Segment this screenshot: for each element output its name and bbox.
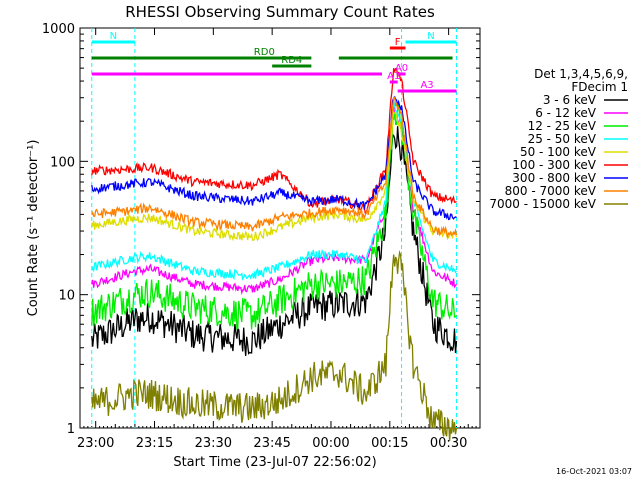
flag-label-1: N: [427, 31, 434, 42]
x-tick-label-0: 23:00: [77, 436, 114, 451]
legend-label-4: 50 - 100 keV: [520, 145, 597, 159]
series-line-6: [91, 95, 457, 221]
legend-label-8: 7000 - 15000 keV: [489, 197, 596, 211]
y-axis-label: Count Rate (s⁻¹ detector⁻¹): [26, 140, 41, 317]
x-tick-label-5: 00:15: [371, 436, 408, 451]
series-line-5: [91, 67, 457, 214]
flag-label-0: N: [110, 31, 117, 42]
legend-label-7: 800 - 7000 keV: [505, 184, 597, 198]
x-tick-label-1: 23:15: [136, 436, 173, 451]
y-tick-label-0: 1: [67, 422, 75, 437]
series-line-7: [91, 96, 458, 238]
x-axis-ticks: 23:00 23:15 23:30 23:45 00:00 00:15 00:30: [77, 28, 481, 451]
flag-label-6: F: [395, 37, 401, 48]
series-line-0: [91, 126, 458, 356]
x-tick-label-3: 23:45: [253, 436, 290, 451]
legend-header-1: Det 1,3,4,5,6,9,: [534, 67, 628, 81]
legend-label-3: 25 - 50 keV: [528, 132, 597, 146]
y-tick-label-1: 10: [58, 289, 75, 304]
chart-title: RHESSI Observing Summary Count Rates: [125, 3, 435, 21]
legend-label-6: 300 - 800 keV: [512, 171, 596, 185]
flag-label-4: RD4: [281, 55, 302, 66]
flag-label-10: A3: [420, 80, 433, 91]
flag-label-8: A0: [395, 63, 408, 74]
timestamp-label: 16-Oct-2021 03:07: [556, 467, 632, 476]
x-tick-label-2: 23:30: [195, 436, 232, 451]
flag-label-9: A1: [387, 71, 400, 82]
series-line-8: [91, 250, 458, 441]
y-tick-label-2: 100: [50, 155, 75, 170]
x-tick-label-4: 00:00: [312, 436, 349, 451]
y-tick-label-3: 1000: [42, 22, 75, 37]
y-axis-ticks: 1 10 100 1000: [42, 22, 480, 437]
vertical-markers: [91, 28, 457, 428]
x-axis-label: Start Time (23-Jul-07 22:56:02): [173, 455, 376, 470]
legend-label-0: 3 - 6 keV: [543, 93, 597, 107]
legend-label-2: 12 - 25 keV: [528, 119, 597, 133]
legend-header-2: FDecim 1: [571, 80, 628, 94]
y-axis-label-group: Count Rate (s⁻¹ detector⁻¹): [26, 140, 41, 317]
series-line-3: [91, 101, 457, 281]
series-lines: [91, 67, 458, 441]
legend-label-5: 100 - 300 keV: [512, 158, 596, 172]
series-line-4: [91, 111, 458, 242]
x-tick-label-6: 00:30: [430, 436, 467, 451]
legend-label-1: 6 - 12 keV: [535, 106, 597, 120]
series-line-2: [91, 102, 458, 331]
flag-label-3: RD0: [254, 47, 275, 58]
